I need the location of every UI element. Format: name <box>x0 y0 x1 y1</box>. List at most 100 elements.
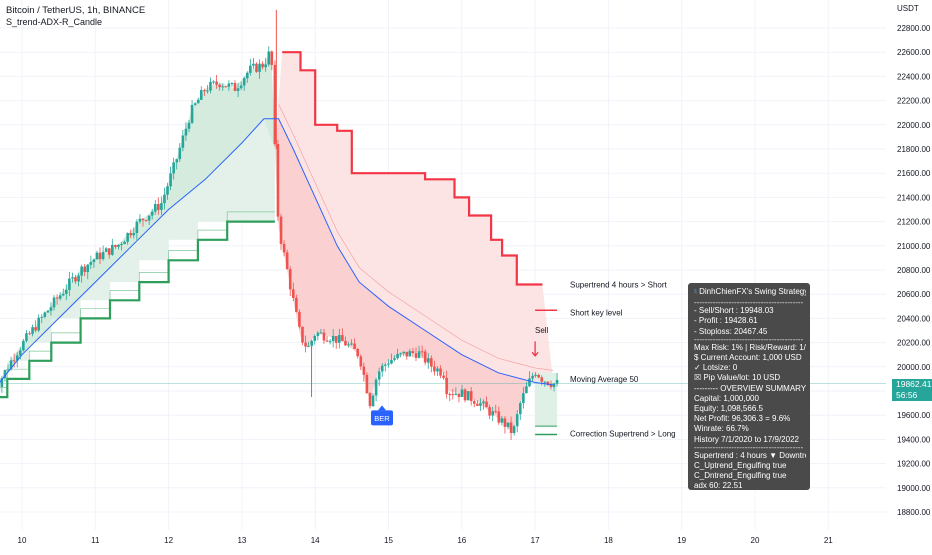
candle-body <box>482 402 485 404</box>
candle-body <box>129 233 132 235</box>
candle-body <box>53 298 56 308</box>
candle-body <box>19 350 22 355</box>
candle-body <box>286 252 289 269</box>
candle-body <box>197 100 200 103</box>
candle-body <box>37 318 40 331</box>
candle-body <box>464 390 467 401</box>
candle-body <box>301 327 304 343</box>
candle-body <box>154 204 157 212</box>
candle-body <box>172 162 175 173</box>
candle-body <box>102 252 105 259</box>
candle-body <box>442 376 445 378</box>
candle-body <box>424 351 427 362</box>
time-axis-tick: 11 <box>91 536 100 545</box>
candle-body <box>40 317 43 318</box>
candle-body <box>44 312 47 316</box>
candle-body <box>191 105 194 123</box>
candle-body <box>142 219 145 220</box>
candle-body <box>393 358 396 360</box>
candle-body <box>461 390 464 397</box>
candle-body <box>212 81 215 82</box>
candle-body <box>350 344 353 345</box>
candle-body <box>510 423 513 433</box>
candle-body <box>169 173 172 186</box>
candle-body <box>47 311 50 313</box>
price-axis-tick: 20200.00 <box>897 339 931 348</box>
candle-body <box>215 81 218 84</box>
symbol-title[interactable]: Bitcoin / TetherUS, 1h, BINANCE <box>6 5 145 16</box>
candle-body <box>381 366 384 372</box>
candle-body <box>427 358 430 362</box>
candle-body <box>289 269 292 289</box>
candle-body <box>111 245 114 255</box>
candle-body <box>264 64 267 67</box>
time-axis-tick: 15 <box>384 536 393 545</box>
candle-body <box>479 403 482 406</box>
candle-body <box>304 343 307 347</box>
candle-body <box>28 333 31 334</box>
candle-body <box>231 83 234 84</box>
candle-body <box>498 411 501 422</box>
candle-body <box>556 380 559 384</box>
candle-body <box>335 336 338 343</box>
candle-body <box>353 344 356 349</box>
candle-body <box>90 262 93 265</box>
price-axis-tick: 19200.00 <box>897 460 931 469</box>
candle-body <box>157 204 160 210</box>
price-axis-tick: 21800.00 <box>897 145 931 154</box>
candle-body <box>132 233 135 235</box>
time-axis-tick: 17 <box>531 536 540 545</box>
candle-body <box>105 248 108 252</box>
candle-body <box>418 351 421 358</box>
candle-body <box>347 344 350 345</box>
candle-body <box>13 360 16 361</box>
price-axis-tick: 18800.00 <box>897 508 931 517</box>
candle-body <box>151 212 154 216</box>
ber-badge-pointer <box>378 405 386 410</box>
candle-body <box>476 404 479 406</box>
candle-body <box>415 353 418 358</box>
candle-body <box>71 277 74 278</box>
candle-body <box>372 395 375 406</box>
candle-body <box>65 290 68 294</box>
candle-body <box>114 245 117 247</box>
candle-body <box>516 414 519 426</box>
candle-body <box>166 186 169 194</box>
strategy-icon: ♮ <box>694 287 697 296</box>
candle-body <box>378 371 381 379</box>
price-axis-tick: 19600.00 <box>897 411 931 420</box>
candle-body <box>467 391 470 400</box>
candle-body <box>86 265 89 272</box>
candle-body <box>271 52 274 66</box>
price-axis-tick: 20800.00 <box>897 266 931 275</box>
indicator-name[interactable]: S_trend-ADX-R_Candle <box>6 17 102 27</box>
price-axis-tick: 22800.00 <box>897 24 931 33</box>
candle-body <box>531 376 534 379</box>
candle-body <box>326 341 329 342</box>
time-axis-tick: 12 <box>164 536 173 545</box>
time-axis-tick: 20 <box>751 536 760 545</box>
candle-body <box>507 423 510 427</box>
candle-body <box>537 375 540 378</box>
price-axis-tick: 22400.00 <box>897 72 931 81</box>
candle-body <box>120 244 123 245</box>
candle-body <box>295 298 298 312</box>
annotation-correction: Correction Supertrend > Long <box>570 429 676 438</box>
candle-body <box>375 380 378 396</box>
candle-body <box>494 411 497 412</box>
candle-body <box>280 217 283 244</box>
candle-body <box>292 289 295 298</box>
candle-body <box>421 351 424 352</box>
candle-body <box>258 64 261 72</box>
candle-body <box>387 364 390 365</box>
candle-body <box>504 418 507 426</box>
candle-body <box>243 78 246 85</box>
panel-line: adx 4 hours: 40.29 <box>694 492 806 502</box>
candle-body <box>96 253 99 260</box>
candle-body <box>221 86 224 87</box>
candle-body <box>433 367 436 372</box>
candle-body <box>62 294 65 295</box>
candle-body <box>412 351 415 353</box>
candle-body <box>544 382 547 383</box>
annotation-short-key: Short key level <box>570 308 623 317</box>
